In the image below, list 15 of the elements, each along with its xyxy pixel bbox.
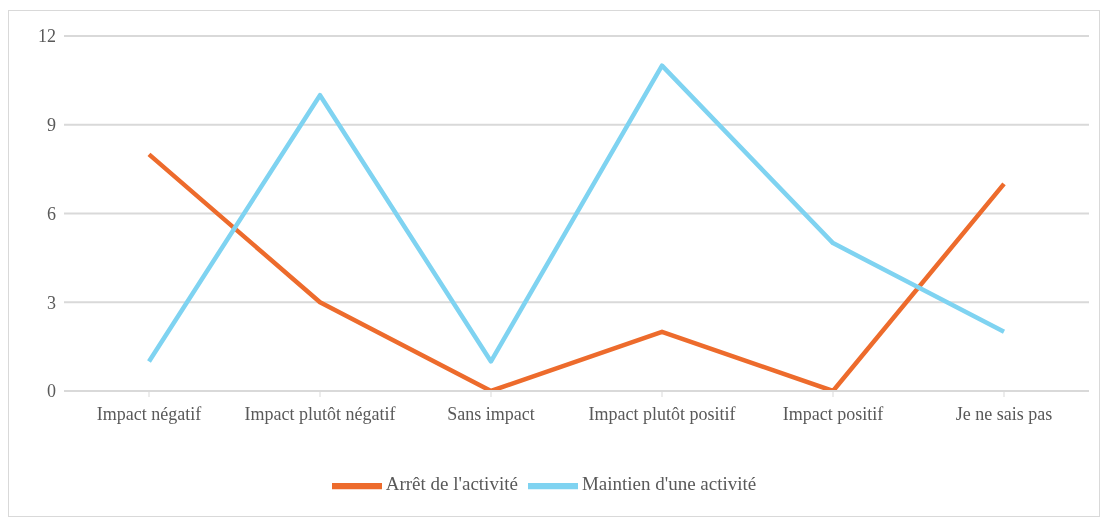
x-tick-label: Je ne sais pas [955,403,1053,424]
legend-label: Maintien d'une activité [581,473,757,495]
y-tick-label: 12 [38,26,56,47]
x-tick-label: Impact négatif [96,403,202,424]
y-tick-label: 9 [47,115,56,136]
y-tick-label: 3 [47,292,56,313]
x-tick-label: Impact plutôt positif [588,403,736,424]
y-tick-label: 6 [47,203,56,224]
x-tick-label: Impact plutôt négatif [244,403,396,424]
legend-label: Arrêt de l'activité [385,473,518,495]
x-tick-label: Impact positif [782,403,884,424]
y-tick-label: 0 [47,381,56,402]
line-series [146,63,1007,364]
line-series [146,152,1007,391]
x-tick-label: Sans impact [447,403,535,424]
